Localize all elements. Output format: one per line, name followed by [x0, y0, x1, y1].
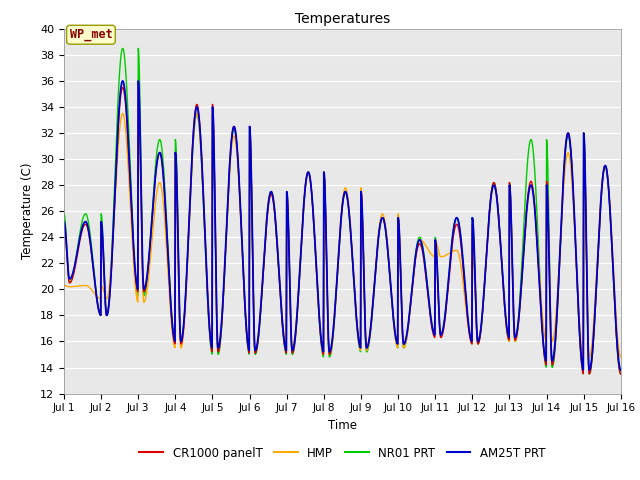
HMP	[520, 249, 527, 254]
CR1000 panelT	[520, 246, 527, 252]
CR1000 panelT	[292, 323, 300, 328]
HMP	[134, 110, 142, 116]
X-axis label: Time: Time	[328, 419, 357, 432]
CR1000 panelT	[428, 326, 436, 332]
CR1000 panelT	[60, 221, 68, 227]
CR1000 panelT	[184, 258, 191, 264]
AM25T PRT	[428, 323, 436, 329]
NR01 PRT	[134, 46, 142, 51]
NR01 PRT	[60, 211, 68, 216]
AM25T PRT	[134, 78, 142, 84]
NR01 PRT	[184, 259, 191, 265]
NR01 PRT	[520, 223, 527, 228]
AM25T PRT	[617, 367, 625, 373]
AM25T PRT	[279, 325, 287, 331]
AM25T PRT	[60, 219, 68, 225]
HMP	[60, 283, 68, 288]
CR1000 panelT	[134, 84, 142, 90]
Y-axis label: Temperature (C): Temperature (C)	[22, 163, 35, 260]
HMP	[617, 354, 625, 360]
AM25T PRT	[292, 320, 300, 326]
NR01 PRT	[292, 324, 300, 329]
CR1000 panelT	[617, 371, 625, 377]
HMP	[428, 252, 436, 258]
Text: WP_met: WP_met	[70, 28, 112, 41]
NR01 PRT	[279, 328, 287, 334]
HMP	[279, 323, 287, 328]
Line: AM25T PRT: AM25T PRT	[64, 81, 621, 370]
HMP	[184, 264, 191, 269]
NR01 PRT	[617, 371, 625, 377]
NR01 PRT	[568, 163, 575, 168]
Title: Temperatures: Temperatures	[295, 12, 390, 26]
Line: CR1000 panelT: CR1000 panelT	[64, 87, 621, 374]
AM25T PRT	[184, 257, 191, 263]
AM25T PRT	[520, 247, 527, 253]
AM25T PRT	[568, 160, 575, 166]
Line: NR01 PRT: NR01 PRT	[64, 48, 621, 374]
HMP	[568, 176, 575, 181]
Line: HMP: HMP	[64, 113, 621, 357]
CR1000 panelT	[279, 327, 287, 333]
HMP	[292, 318, 300, 324]
Legend: CR1000 panelT, HMP, NR01 PRT, AM25T PRT: CR1000 panelT, HMP, NR01 PRT, AM25T PRT	[135, 442, 550, 464]
NR01 PRT	[428, 323, 436, 329]
CR1000 panelT	[568, 160, 575, 166]
